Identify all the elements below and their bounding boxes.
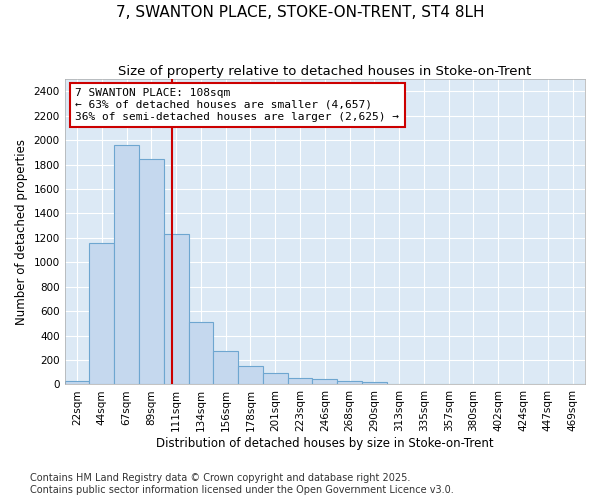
Bar: [287, 378, 313, 384]
Bar: [164, 234, 188, 384]
Bar: [313, 379, 337, 384]
Bar: [114, 145, 139, 384]
Text: 7 SWANTON PLACE: 108sqm
← 63% of detached houses are smaller (4,657)
36% of semi: 7 SWANTON PLACE: 108sqm ← 63% of detache…: [75, 88, 399, 122]
Bar: [188, 322, 214, 384]
Y-axis label: Number of detached properties: Number of detached properties: [15, 139, 28, 325]
Bar: [214, 352, 238, 384]
Text: Contains HM Land Registry data © Crown copyright and database right 2025.
Contai: Contains HM Land Registry data © Crown c…: [30, 474, 454, 495]
Bar: [139, 158, 164, 384]
Bar: [263, 374, 287, 384]
Title: Size of property relative to detached houses in Stoke-on-Trent: Size of property relative to detached ho…: [118, 65, 532, 78]
X-axis label: Distribution of detached houses by size in Stoke-on-Trent: Distribution of detached houses by size …: [156, 437, 494, 450]
Bar: [362, 382, 387, 384]
Bar: [238, 366, 263, 384]
Bar: [337, 381, 362, 384]
Bar: [89, 243, 114, 384]
Bar: [65, 381, 89, 384]
Text: 7, SWANTON PLACE, STOKE-ON-TRENT, ST4 8LH: 7, SWANTON PLACE, STOKE-ON-TRENT, ST4 8L…: [116, 5, 484, 20]
